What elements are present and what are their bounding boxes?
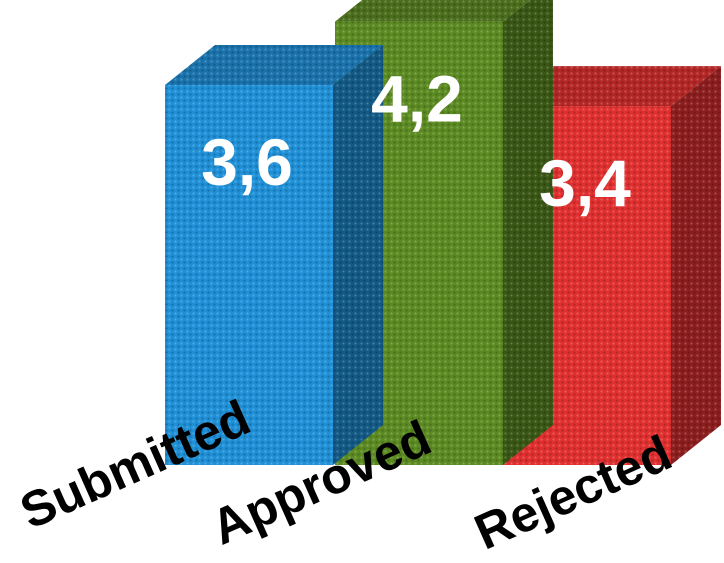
bar-side-texture-submitted — [333, 45, 383, 465]
value-label-rejected: 3,4 — [539, 146, 631, 220]
bar-top-texture-approved — [335, 0, 531, 22]
bar-submitted — [165, 45, 383, 465]
bar-top-texture-submitted — [165, 45, 383, 85]
bar-top-texture-rejected — [503, 66, 721, 107]
value-label-submitted: 3,6 — [201, 125, 293, 199]
bars-group — [165, 0, 721, 466]
value-label-approved: 4,2 — [371, 62, 463, 136]
bar-side-texture-rejected — [671, 66, 721, 465]
bar-front-texture-submitted — [165, 85, 333, 465]
value-labels-group: 3,6 4,2 3,4 — [201, 62, 631, 220]
bar-side-texture-approved — [503, 0, 553, 465]
